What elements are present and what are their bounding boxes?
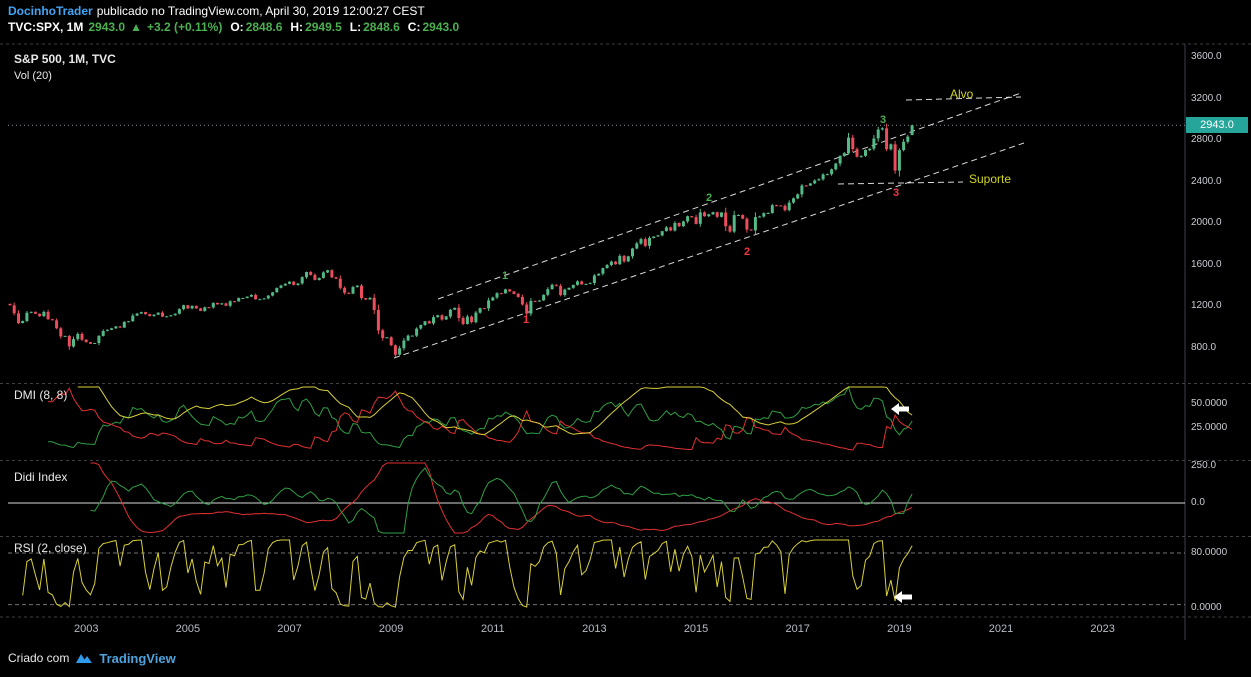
main-pane-title: S&P 500, 1M, TVC: [14, 52, 116, 66]
high-label: H:: [290, 20, 304, 34]
axis-price-label: 2400.0: [1191, 175, 1222, 187]
header: DocinhoTrader publicado no TradingView.co…: [8, 3, 459, 35]
axis-price-label: 3600.0: [1191, 51, 1222, 62]
current-price-badge: 2943.0: [1186, 117, 1248, 134]
low-label: L:: [349, 20, 362, 34]
wave-label-green-1: 1: [502, 270, 509, 282]
change-value: +3.2 (+0.11%): [146, 20, 223, 34]
time-axis-label: 2005: [175, 623, 201, 635]
symbol-title[interactable]: TVC:SPX, 1M: [8, 20, 84, 34]
quote-line: TVC:SPX, 1M 2943.0 ▲ +3.2 (+0.11%) O: 2848.6 H…: [8, 19, 459, 35]
time-axis-label: 2019: [887, 623, 912, 635]
time-axis-label: 2011: [480, 623, 505, 635]
axis-price-label: 25.0000: [1191, 422, 1228, 433]
axis-price-label: 800.0: [1191, 342, 1217, 353]
rsi-pane-title: RSI (2, close): [14, 541, 87, 555]
high-value: 2949.5: [305, 20, 342, 34]
wave-label-green-2: 2: [706, 192, 713, 204]
axis-price-label: 1200.0: [1191, 300, 1222, 312]
axis-price-label: 80.0000: [1191, 547, 1228, 558]
time-axis-label: 2017: [785, 623, 810, 635]
time-axis-label: 2023: [1090, 623, 1115, 635]
axis-price-label: 0.0000: [1191, 602, 1222, 613]
low-value: 2848.6: [363, 20, 400, 34]
wave-label-red-2: 2: [744, 246, 751, 258]
axis-price-label: 3200.0: [1191, 92, 1222, 104]
dmi-pane-title: DMI (8, 8): [14, 388, 68, 402]
close-label: C:: [407, 20, 421, 34]
close-value: 2943.0: [422, 20, 460, 34]
axis-price-label: 0.0: [1191, 497, 1205, 508]
support-label: Suporte: [969, 172, 1012, 186]
published-text: publicado no TradingView.com, April 30, …: [96, 4, 425, 18]
axis-price-label: 50.0000: [1191, 398, 1228, 409]
didi-pane-title: Didi Index: [14, 470, 68, 484]
created-with-text: Criado com: [8, 651, 70, 665]
author-name[interactable]: DocinhoTrader: [8, 4, 93, 18]
time-axis-label: 2007: [277, 623, 302, 635]
wave-label-red-1: 1: [523, 314, 530, 326]
axis-price-label: 250.0: [1191, 460, 1217, 471]
open-value: 2848.6: [245, 20, 283, 34]
axis-price-label: 2000.0: [1191, 217, 1222, 229]
time-axis-label: 2009: [378, 623, 404, 635]
tradingview-logo-icon[interactable]: [74, 650, 94, 666]
time-axis-label: 2015: [683, 623, 709, 635]
open-label: O:: [230, 20, 244, 34]
published-line: DocinhoTrader publicado no TradingView.co…: [8, 3, 459, 19]
footer: Criado com TradingView: [8, 650, 176, 666]
time-axis-label: 2013: [582, 623, 607, 635]
time-axis-label: 2021: [988, 623, 1014, 635]
axis-price-label: 2800.0: [1191, 134, 1222, 146]
wave-label-green-3: 3: [880, 114, 887, 126]
tradingview-brand[interactable]: TradingView: [99, 650, 176, 666]
wave-label-red-3: 3: [893, 187, 900, 199]
time-axis-label: 2003: [73, 623, 99, 635]
volume-indicator-label: Vol (20): [14, 70, 52, 82]
change-arrow-icon: ▲: [130, 20, 142, 34]
last-price: 2943.0: [88, 20, 126, 34]
axis-price-label: 1600.0: [1191, 258, 1222, 270]
target-label: Alvo: [950, 87, 974, 101]
time-axis[interactable]: 2003 2005 2007 2009 2011 2013 2015 2017 2019 2021…: [0, 621, 1185, 639]
